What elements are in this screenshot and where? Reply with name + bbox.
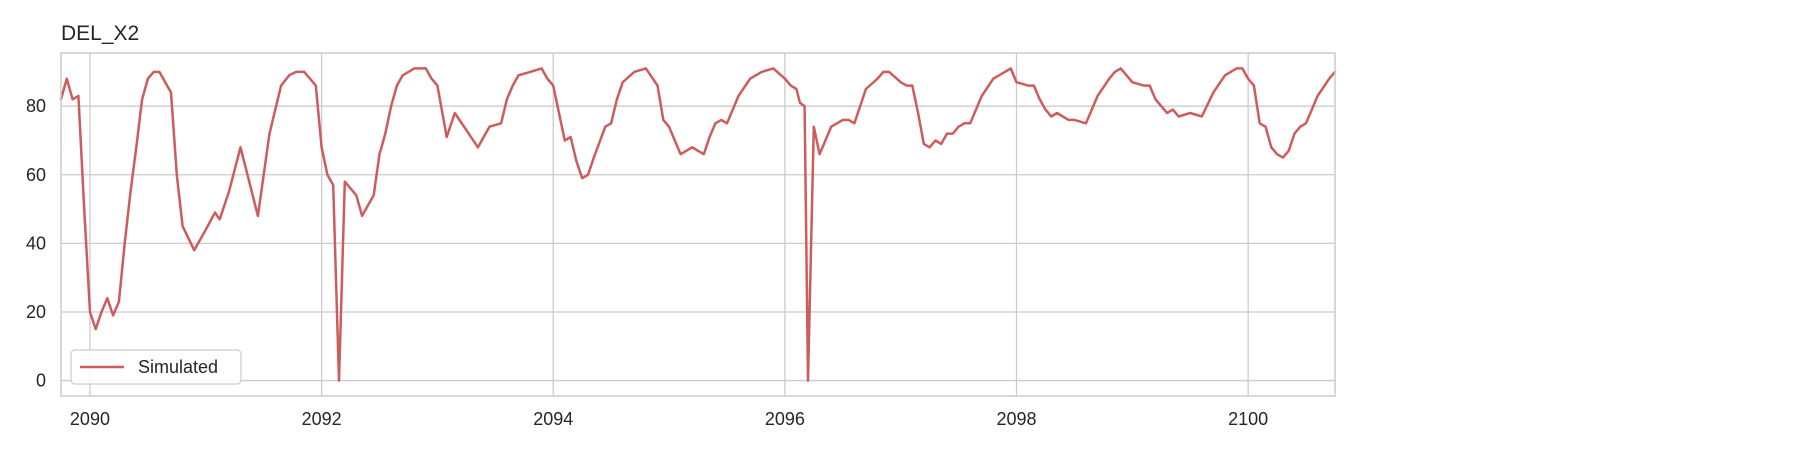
x-tick-label: 2092	[302, 409, 342, 429]
x-tick-label: 2100	[1228, 409, 1268, 429]
legend-label: Simulated	[138, 357, 218, 377]
y-tick-label: 80	[26, 96, 46, 116]
series-line	[59, 67, 1337, 382]
y-tick-label: 20	[26, 302, 46, 322]
y-tick-label: 0	[36, 371, 46, 391]
legend: Simulated	[70, 349, 242, 385]
x-tick-label: 2096	[765, 409, 805, 429]
grid-lines	[61, 53, 1335, 396]
legend-box	[70, 349, 242, 385]
x-tick-label: 2090	[70, 409, 110, 429]
plot-frame	[60, 52, 1336, 397]
y-tick-label: 60	[26, 165, 46, 185]
series-lines	[59, 67, 1337, 382]
axis-tick-labels: 2090 2092 2094 2096 2098 2100 0 20 40 60 80	[26, 96, 1268, 429]
x-tick-label: 2098	[996, 409, 1036, 429]
y-tick-label: 40	[26, 233, 46, 253]
x-tick-label: 2094	[533, 409, 573, 429]
chart-title: DEL_X2	[61, 22, 139, 45]
